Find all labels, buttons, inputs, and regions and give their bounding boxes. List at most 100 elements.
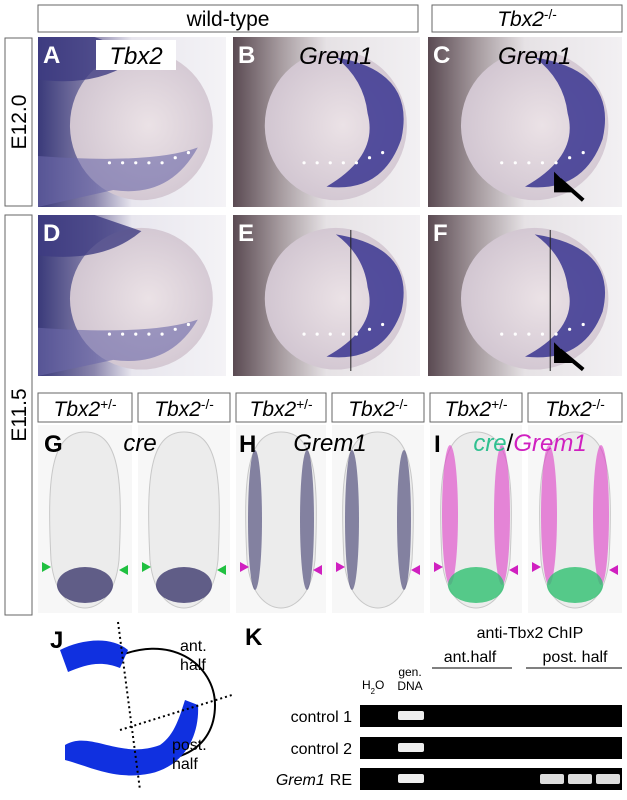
stage-box bbox=[4, 214, 33, 616]
gene-name: Grem1 bbox=[299, 43, 372, 70]
arrow bbox=[554, 342, 585, 372]
section-outline bbox=[148, 431, 220, 609]
header-label: wild-type bbox=[186, 8, 270, 31]
genotype-sup: +/- bbox=[100, 397, 116, 412]
text-part: Grem1 bbox=[276, 772, 325, 789]
panel-letter-text: G bbox=[44, 431, 63, 458]
panel-letter: D bbox=[43, 220, 60, 247]
landmark-dot bbox=[173, 327, 177, 331]
text-part: Grem1 bbox=[513, 430, 586, 457]
gel-band bbox=[540, 774, 564, 784]
gene-label: Grem1 bbox=[293, 430, 366, 457]
gene-name: Tbx2 bbox=[250, 398, 297, 421]
text-part: half bbox=[172, 756, 198, 773]
lane-label: DNA bbox=[397, 679, 422, 693]
section-outline bbox=[49, 431, 121, 609]
landmark-dot bbox=[173, 156, 177, 160]
landmark-dot bbox=[540, 161, 545, 165]
panel-letter: H bbox=[238, 431, 255, 458]
text-part: cre bbox=[473, 430, 506, 457]
arrowhead bbox=[313, 565, 322, 575]
landmark-dot bbox=[568, 156, 572, 160]
gene-box bbox=[96, 40, 176, 70]
landmark-dot bbox=[147, 332, 151, 336]
section-outline bbox=[539, 431, 611, 609]
landmark-dot bbox=[581, 322, 585, 327]
text-part: wild-type bbox=[186, 8, 270, 31]
landmark-dot bbox=[302, 332, 306, 336]
header-box bbox=[431, 4, 623, 33]
genotype-sup: +/- bbox=[491, 397, 507, 412]
expression bbox=[547, 567, 603, 603]
gel-band bbox=[398, 774, 424, 783]
landmark-dot bbox=[513, 332, 517, 336]
arrow bbox=[554, 171, 585, 202]
genotype-box bbox=[235, 392, 327, 423]
expression bbox=[448, 567, 504, 603]
genotype-sup: +/- bbox=[296, 397, 312, 412]
arrowhead bbox=[411, 565, 420, 575]
stage-label: E11.5 bbox=[8, 388, 31, 441]
expression bbox=[38, 147, 198, 207]
gel-strip bbox=[360, 737, 622, 759]
landmark-dot bbox=[568, 327, 572, 331]
expression bbox=[593, 445, 609, 585]
text-part: 2 bbox=[371, 687, 375, 696]
landmark-dot bbox=[315, 332, 319, 336]
landmark-dot bbox=[354, 332, 359, 336]
gel-band bbox=[568, 774, 592, 784]
landmark-dot bbox=[315, 161, 319, 165]
group-label: ant.half bbox=[444, 649, 497, 666]
gene-name: Grem1 bbox=[498, 43, 571, 70]
arrowhead bbox=[142, 562, 151, 572]
panel-letter-text: E bbox=[238, 220, 254, 247]
genotype-sup: -/- bbox=[395, 397, 408, 412]
genotype-label: Tbx2+/- bbox=[54, 397, 117, 422]
landmark-dot bbox=[341, 161, 345, 165]
landmark-dot bbox=[581, 151, 585, 155]
stage-label: E12.0 bbox=[8, 95, 31, 150]
gene-label: Tbx2 bbox=[109, 43, 162, 70]
chip-label: anti-Tbx2 ChIP bbox=[477, 625, 584, 642]
gene-name: Tbx2 bbox=[109, 43, 162, 70]
landmark-dot bbox=[302, 161, 306, 165]
text-part: K bbox=[245, 624, 263, 651]
figure-art bbox=[4, 4, 623, 791]
lane-label: H2O bbox=[362, 678, 384, 696]
panel-letter: I bbox=[433, 431, 440, 458]
region-label: post. bbox=[172, 737, 207, 754]
text-part: J bbox=[50, 627, 63, 654]
landmark-dot bbox=[134, 161, 138, 165]
landmark-dot bbox=[554, 332, 558, 336]
panel-letter-text: G bbox=[43, 431, 62, 458]
genotype-label: Tbx2-/- bbox=[545, 397, 605, 422]
landmark-dot bbox=[160, 161, 164, 165]
arrowhead bbox=[509, 565, 518, 575]
genotype-label: Tbx2-/- bbox=[154, 397, 214, 422]
landmark-dot bbox=[107, 332, 112, 336]
lane-label: gen. bbox=[398, 665, 421, 679]
text-part: RE bbox=[330, 772, 352, 789]
limb-image bbox=[233, 215, 420, 376]
landmark-dot bbox=[367, 156, 372, 160]
panel-letter-text: B bbox=[238, 42, 255, 69]
panel-letter-text: H bbox=[238, 431, 255, 458]
gene-name: Tbx2 bbox=[54, 398, 101, 421]
gene-name: Tbx2 bbox=[154, 398, 201, 421]
ant-domain bbox=[60, 640, 128, 672]
landmark-dot bbox=[121, 332, 125, 336]
gel-strip bbox=[360, 705, 622, 727]
text-part: O bbox=[375, 678, 384, 692]
genotype-label: Tbx2-/- bbox=[348, 397, 408, 422]
genotype-label: Tbx2+/- bbox=[250, 397, 313, 422]
section-image bbox=[138, 425, 230, 613]
arrowhead bbox=[532, 562, 541, 572]
gel-band bbox=[398, 711, 424, 720]
arrowhead bbox=[240, 562, 249, 572]
limb-image bbox=[38, 215, 226, 376]
gene-name: Tbx2 bbox=[497, 8, 544, 31]
panel-letter-text: F bbox=[433, 220, 448, 247]
post-domain bbox=[65, 700, 199, 776]
